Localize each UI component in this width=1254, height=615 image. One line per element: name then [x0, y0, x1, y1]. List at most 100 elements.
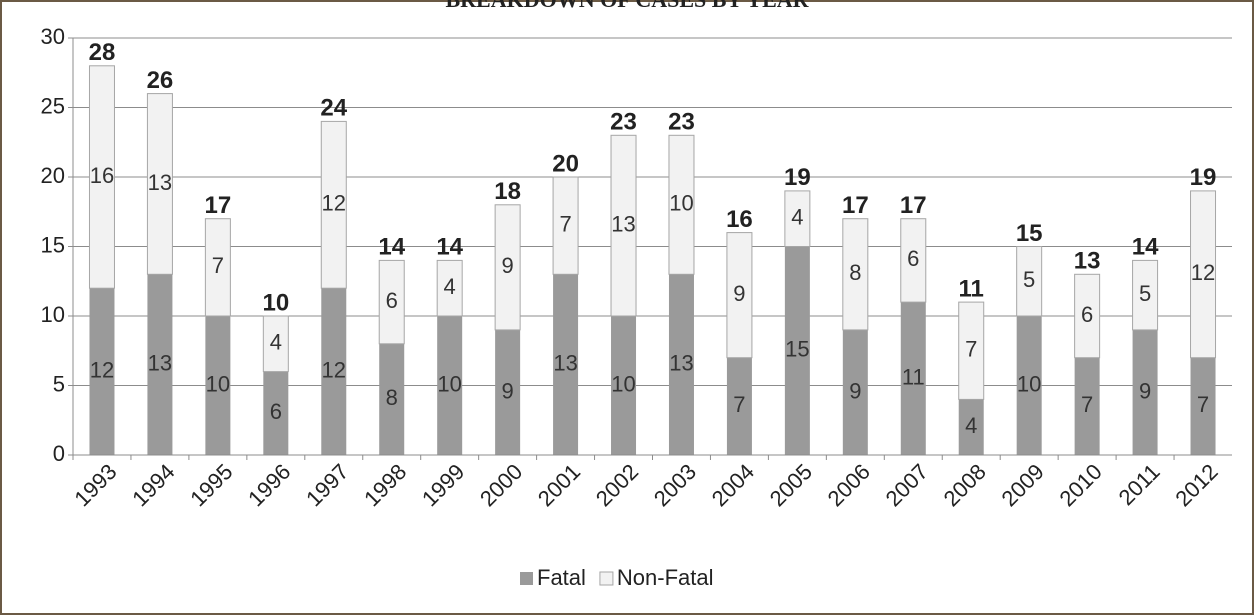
data-label: 4 [270, 330, 282, 355]
bar-segment [552, 176, 579, 275]
total-label: 14 [378, 234, 405, 261]
data-label: 8 [386, 385, 398, 410]
total-label: 10 [262, 289, 289, 316]
total-label: 20 [552, 150, 579, 177]
bar-segment [204, 218, 231, 317]
x-tick-label: 1993 [69, 459, 121, 511]
data-label: 10 [1017, 371, 1041, 396]
bar-segment [1074, 357, 1100, 455]
total-label: 17 [205, 192, 232, 219]
bar-segment [89, 288, 115, 455]
bar-segment [611, 316, 637, 455]
total-label: 19 [784, 164, 811, 191]
total-label: 28 [89, 39, 116, 66]
y-tick-label: 15 [41, 232, 65, 257]
bar-segment [321, 288, 347, 455]
data-label: 7 [1197, 392, 1209, 417]
data-label: 13 [553, 350, 577, 375]
data-label: 16 [90, 163, 114, 188]
data-label: 12 [322, 357, 346, 382]
x-tick-label: 2011 [1114, 459, 1165, 510]
total-label: 16 [726, 206, 753, 233]
total-label: 11 [959, 275, 984, 302]
total-label: 15 [1016, 220, 1043, 247]
bar-segment [1016, 316, 1042, 455]
bar-segment [320, 120, 347, 289]
total-label: 17 [842, 192, 869, 219]
data-label: 9 [502, 253, 514, 278]
x-tick-label: 1994 [127, 459, 179, 511]
data-label: 4 [791, 205, 803, 230]
bar-segment [262, 315, 289, 373]
bar-segment [495, 329, 521, 455]
x-tick-label: 2006 [823, 459, 875, 511]
legend-swatch [520, 572, 533, 585]
data-label: 6 [1081, 302, 1093, 327]
data-label: 5 [1139, 281, 1151, 306]
bar-segment [553, 274, 579, 455]
bar-segment [146, 93, 173, 275]
y-tick-label: 30 [41, 24, 65, 49]
bar-segment [88, 65, 115, 289]
bar-segment [842, 218, 869, 331]
chart-title: BREAKDOWN OF CASES BY YEAR [445, 0, 809, 12]
x-tick-label: 1996 [243, 459, 295, 511]
data-label: 13 [148, 350, 172, 375]
bar-segment [1016, 246, 1043, 317]
data-label: 10 [206, 371, 230, 396]
x-tick-label: 2001 [533, 459, 585, 511]
data-label: 4 [965, 413, 977, 438]
bar-segment [1132, 329, 1158, 455]
bar-segment [784, 190, 811, 247]
bar-segment [205, 316, 231, 455]
y-tick-label: 20 [41, 163, 65, 188]
total-label: 23 [610, 109, 637, 136]
bar-segment [958, 399, 984, 455]
legend-label: Non-Fatal [617, 565, 714, 590]
x-tick-label: 2009 [997, 459, 1049, 511]
data-label: 7 [1081, 392, 1093, 417]
data-label: 6 [270, 399, 282, 424]
y-tick-label: 0 [53, 441, 65, 466]
x-tick-label: 1999 [417, 459, 469, 511]
x-tick-label: 2002 [591, 459, 643, 511]
data-label: 12 [1191, 260, 1215, 285]
bar-segment [842, 329, 868, 455]
total-label: 23 [668, 109, 695, 136]
bar-segment [958, 301, 985, 400]
x-tick-label: 1997 [301, 459, 353, 511]
data-label: 11 [902, 364, 925, 389]
data-label: 5 [1023, 267, 1035, 292]
total-label: 24 [320, 95, 347, 122]
x-tick-label: 1998 [359, 459, 411, 511]
y-tick-label: 25 [41, 93, 65, 118]
bar-segment [900, 302, 926, 455]
total-label: 18 [494, 178, 521, 205]
x-tick-label: 2003 [649, 459, 701, 511]
x-tick-label: 2005 [765, 459, 817, 511]
bar-segment [610, 134, 637, 317]
bar-segment [494, 204, 521, 331]
bar-segment [668, 274, 694, 455]
data-label: 10 [437, 371, 461, 396]
data-label: 9 [502, 378, 514, 403]
x-tick-label: 2008 [939, 459, 991, 511]
bar-segment [437, 316, 463, 455]
total-label: 17 [900, 192, 927, 219]
bar-segment [726, 232, 753, 359]
x-tick-label: 2012 [1170, 459, 1222, 511]
bar-segment [1132, 259, 1159, 331]
total-label: 19 [1190, 164, 1217, 191]
total-label: 13 [1074, 248, 1101, 275]
bar-segment [378, 259, 405, 345]
x-tick-label: 2010 [1054, 459, 1106, 511]
data-label: 9 [1139, 378, 1151, 403]
data-label: 6 [386, 288, 398, 313]
bar-segment [726, 357, 752, 455]
x-tick-label: 1995 [185, 459, 237, 511]
bar-segment [1074, 273, 1101, 359]
data-label: 15 [785, 337, 809, 362]
